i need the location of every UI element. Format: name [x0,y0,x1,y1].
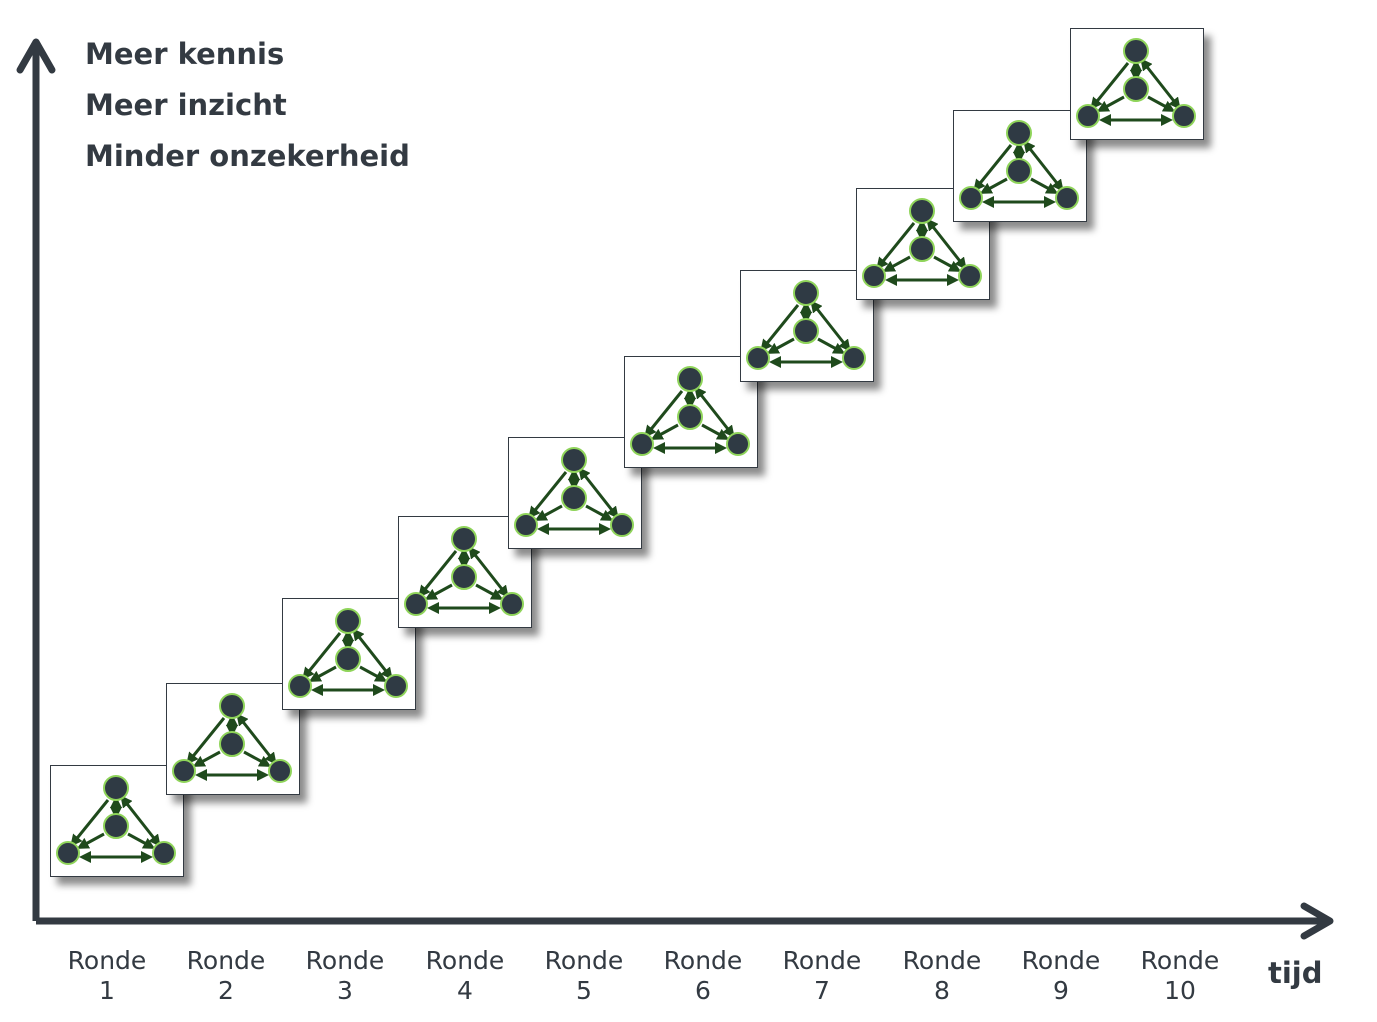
cycle-diagram-icon [630,366,750,456]
round-label-9: Ronde 9 [1021,946,1101,1005]
cycle-diagram-icon [959,120,1079,210]
x-axis-arrowhead [1300,902,1334,940]
cycle-diagram-icon [862,198,982,288]
x-axis-label: tijd [1268,956,1323,990]
cycle-diagram-icon [56,775,176,865]
round-card-10 [1070,28,1204,140]
round-label-2: Ronde 2 [186,946,266,1005]
cycle-diagram-icon [288,608,408,698]
y-label-minder-onzekerheid: Minder onzekerheid [85,139,410,173]
round-label-5: Ronde 5 [544,946,624,1005]
y-axis-arrowhead [16,38,56,74]
round-card-9 [953,110,1087,222]
y-label-meer-kennis: Meer kennis [85,37,285,71]
round-card-2 [166,683,300,795]
round-card-7 [740,270,874,382]
round-label-10: Ronde 10 [1140,946,1220,1005]
y-label-meer-inzicht: Meer inzicht [85,88,287,122]
round-label-7: Ronde 7 [782,946,862,1005]
cycle-diagram-icon [514,447,634,537]
round-card-6 [624,356,758,468]
round-label-8: Ronde 8 [902,946,982,1005]
cycle-diagram-icon [1076,38,1196,128]
round-card-1 [50,765,184,877]
cycle-diagram-icon [746,280,866,370]
cycle-diagram-icon [404,526,524,616]
round-label-6: Ronde 6 [663,946,743,1005]
round-card-5 [508,437,642,549]
round-label-1: Ronde 1 [67,946,147,1005]
cycle-diagram-icon [172,693,292,783]
round-card-3 [282,598,416,710]
round-label-3: Ronde 3 [305,946,385,1005]
round-label-4: Ronde 4 [425,946,505,1005]
